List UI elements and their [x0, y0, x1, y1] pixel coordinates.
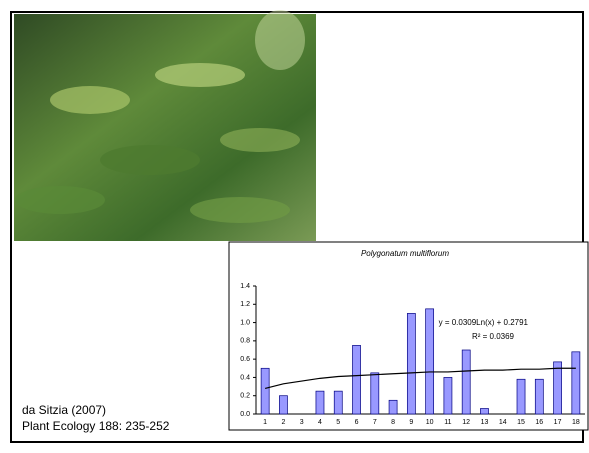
- photo: [14, 10, 316, 241]
- bar: [517, 379, 525, 414]
- citation-line: da Sitzia (2007): [22, 403, 106, 417]
- x-tick-label: 2: [281, 419, 285, 426]
- x-tick-label: 15: [517, 419, 525, 426]
- bar: [480, 409, 488, 414]
- x-tick-label: 11: [444, 419, 451, 426]
- x-tick-label: 5: [336, 419, 340, 426]
- x-tick-label: 17: [554, 419, 562, 426]
- y-tick-label: 0.6: [240, 356, 250, 363]
- bar: [535, 379, 543, 414]
- x-tick-label: 3: [300, 419, 304, 426]
- page: {"citation": ["da Sitzia (2007)", "Plant…: [0, 0, 589, 448]
- y-tick-label: 0.2: [240, 393, 250, 400]
- slide: da Sitzia (2007) Plant Ecology 188: 235-…: [0, 0, 589, 448]
- x-tick-label: 16: [535, 419, 543, 426]
- x-tick-label: 9: [409, 419, 413, 426]
- y-tick-label: 1.4: [240, 283, 250, 290]
- bar: [444, 377, 452, 414]
- x-tick-label: 13: [481, 419, 489, 426]
- bar: [353, 345, 361, 414]
- x-tick-label: 6: [355, 419, 359, 426]
- trend-equation: y = 0.0309Ln(x) + 0.2791: [439, 318, 529, 327]
- bar: [426, 309, 434, 414]
- y-tick-label: 0.0: [240, 411, 250, 418]
- trend-r-squared: R² = 0.0369: [472, 332, 515, 341]
- x-tick-label: 12: [462, 419, 470, 426]
- bar: [371, 373, 379, 414]
- x-tick-label: 10: [426, 419, 434, 426]
- chart-title: Polygonatum multiflorum: [361, 249, 449, 258]
- x-tick-label: 8: [391, 419, 395, 426]
- bar: [316, 391, 324, 414]
- x-tick-label: 18: [572, 419, 580, 426]
- bar: [407, 313, 415, 414]
- x-tick-label: 7: [373, 419, 377, 426]
- x-tick-label: 14: [499, 419, 507, 426]
- citation-line: Plant Ecology 188: 235-252: [22, 419, 170, 433]
- y-tick-label: 1.0: [240, 319, 250, 326]
- bar: [279, 396, 287, 414]
- bar: [334, 391, 342, 414]
- bar: [554, 362, 562, 414]
- bar: [389, 400, 397, 414]
- bar: [572, 352, 580, 414]
- bar: [462, 350, 470, 414]
- y-tick-label: 0.4: [240, 374, 250, 381]
- bar: [261, 368, 269, 414]
- y-tick-label: 1.2: [240, 301, 250, 308]
- y-tick-label: 0.8: [240, 338, 250, 345]
- x-tick-label: 1: [263, 419, 267, 426]
- x-tick-label: 4: [318, 419, 322, 426]
